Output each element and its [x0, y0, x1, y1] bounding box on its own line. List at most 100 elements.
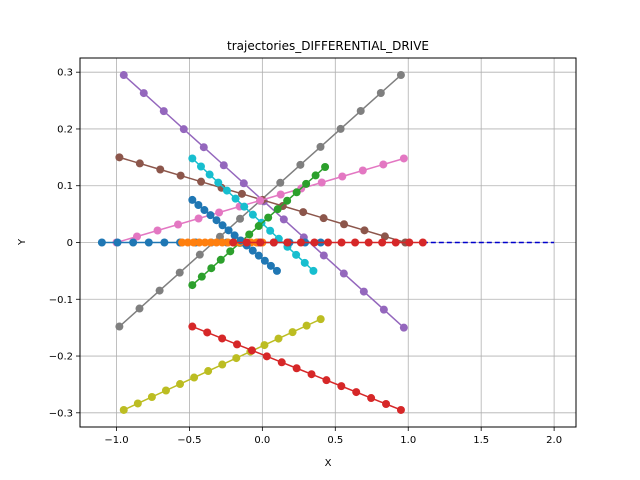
trajectory-point — [276, 178, 285, 187]
trajectory-point — [266, 226, 275, 235]
trajectory-point — [360, 226, 369, 235]
trajectory-series-12 — [229, 238, 427, 247]
trajectory-point — [115, 153, 124, 162]
trajectory-point — [212, 238, 221, 247]
trajectory-point — [239, 179, 248, 188]
y-tick-label: −0.3 — [49, 408, 73, 419]
trajectory-point — [133, 399, 142, 408]
trajectory-point — [160, 238, 169, 247]
trajectory-point — [316, 142, 325, 151]
trajectory-point — [351, 238, 360, 247]
trajectory-point — [302, 179, 311, 188]
trajectory-point — [292, 364, 301, 373]
trajectory-point — [232, 354, 241, 363]
trajectory-point — [382, 400, 391, 409]
trajectory-point — [277, 358, 286, 367]
trajectory-point — [219, 161, 228, 170]
trajectory-point — [194, 214, 203, 223]
trajectory-point — [283, 196, 292, 205]
trajectory-point — [310, 238, 319, 247]
trajectory-point — [176, 171, 185, 180]
trajectory-point — [174, 220, 183, 229]
trajectory-point — [266, 261, 275, 270]
trajectory-point — [269, 238, 278, 247]
trajectory-point — [113, 238, 122, 247]
trajectory-point — [300, 258, 309, 267]
y-tick-label: 0.2 — [57, 124, 73, 135]
trajectory-point — [230, 231, 239, 240]
trajectory-point — [418, 238, 427, 247]
trajectory-point — [200, 206, 209, 215]
trajectory-point — [339, 269, 348, 278]
trajectory-point — [153, 226, 162, 235]
trajectory-point — [236, 214, 245, 223]
trajectory-point — [197, 272, 206, 281]
trajectory-point — [237, 189, 246, 198]
trajectory-point — [212, 216, 221, 225]
trajectory-point — [218, 360, 227, 369]
trajectory-point — [155, 286, 164, 295]
trajectory-point — [115, 322, 124, 331]
trajectory-point — [206, 238, 215, 247]
trajectory-point — [379, 160, 388, 169]
trajectory-point — [396, 71, 405, 80]
trajectory-point — [272, 266, 281, 275]
trajectory-point — [147, 392, 156, 401]
trajectory-point — [399, 154, 408, 163]
trajectory-point — [156, 165, 165, 174]
trajectory-point — [316, 315, 325, 324]
trajectory-point — [201, 238, 210, 247]
trajectory-point — [356, 106, 365, 115]
trajectory-point — [299, 208, 308, 217]
trajectory-point — [135, 304, 144, 313]
trajectory-point — [399, 323, 408, 332]
trajectory-point — [276, 190, 285, 199]
x-axis-label: X — [325, 458, 332, 469]
trajectory-point — [194, 200, 203, 209]
trajectory-point — [247, 346, 256, 355]
trajectory-series-11 — [188, 195, 281, 275]
trajectory-point — [248, 210, 257, 219]
y-tick-label: −0.2 — [49, 352, 73, 363]
trajectory-point — [188, 195, 197, 204]
trajectory-point — [215, 208, 224, 217]
trajectory-point — [260, 256, 269, 265]
trajectory-point — [321, 162, 330, 171]
trajectory-point — [139, 89, 148, 98]
trajectory-point — [311, 171, 320, 180]
x-tick-label: −1.0 — [104, 435, 128, 446]
trajectory-point — [336, 124, 345, 133]
trajectory-point — [129, 238, 138, 247]
trajectory-point — [144, 238, 153, 247]
trajectory-point — [135, 159, 144, 168]
trajectory-point — [380, 232, 389, 241]
trajectory-point — [196, 162, 205, 171]
x-axis-ticks: −1.0 −0.5 0.0 0.5 1.0 1.5 2.0 — [104, 427, 562, 446]
trajectory-point — [340, 220, 349, 229]
trajectory-point — [231, 194, 240, 203]
trajectory-point — [324, 238, 332, 247]
y-tick-label: 0.1 — [57, 181, 73, 192]
trajectory-point — [179, 125, 188, 134]
x-tick-label: 0.5 — [327, 435, 343, 446]
trajectory-point — [159, 107, 168, 116]
trajectory-point — [176, 380, 185, 389]
trajectory-point — [256, 238, 265, 247]
trajectory-point — [178, 238, 187, 247]
trajectory-point — [307, 370, 316, 379]
trajectory-point — [358, 166, 367, 175]
trajectory-point — [195, 250, 204, 259]
trajectory-point — [364, 238, 373, 247]
trajectory-point — [197, 177, 206, 186]
trajectory-point — [97, 238, 106, 247]
trajectory-point — [317, 178, 326, 187]
trajectory-point — [376, 88, 385, 97]
trajectory-point — [254, 251, 263, 260]
trajectory-point — [283, 238, 292, 247]
trajectory-point — [396, 405, 405, 414]
trajectory-point — [218, 238, 227, 247]
trajectory-point — [256, 196, 265, 205]
trajectory-point — [248, 246, 257, 255]
x-tick-label: 1.5 — [473, 435, 489, 446]
